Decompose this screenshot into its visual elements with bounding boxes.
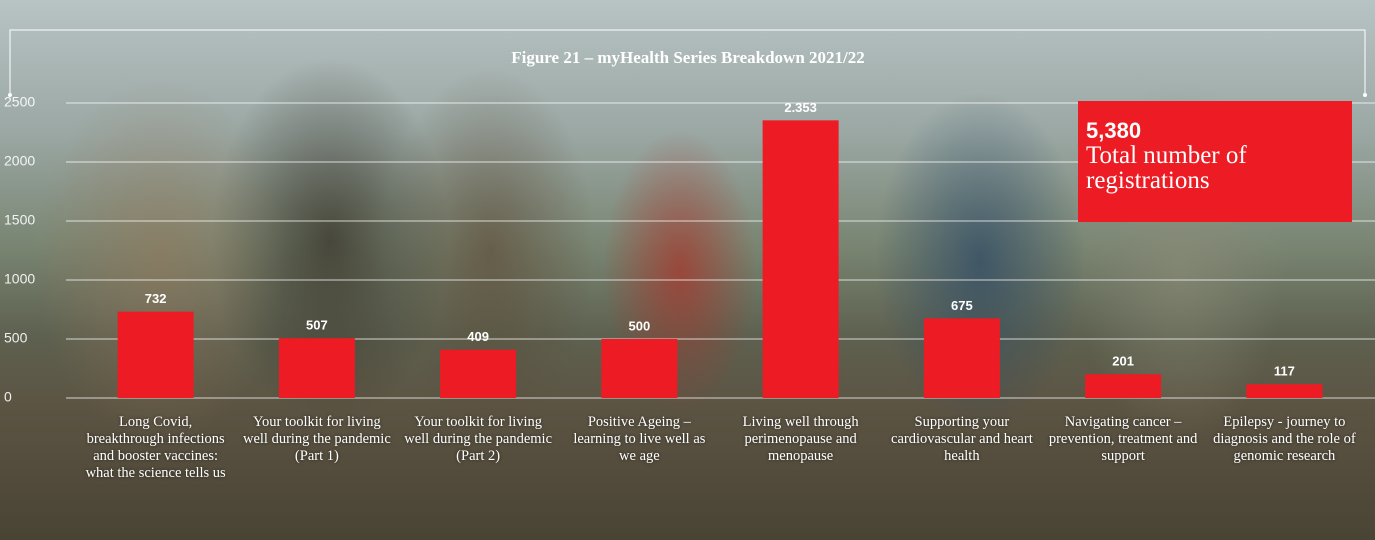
x-tick-label: Epilepsy - journey to diagnosis and the … [1213,414,1356,464]
bar [278,338,355,398]
value-label: 675 [951,298,973,313]
frame-dot [1363,93,1367,97]
value-label: 2.353 [784,100,817,115]
bar [440,349,517,398]
bar [601,339,678,398]
x-tick-label: Living well through perimenopause and me… [742,414,859,464]
value-label: 732 [145,291,167,306]
x-tick-label: Supporting your cardiovascular and heart… [891,414,1033,464]
x-tick-label: Navigating cancer – prevention, treatmen… [1048,414,1198,464]
chart-title: Figure 21 – myHealth Series Breakdown 20… [511,48,865,67]
x-tick-label: Long Covid, breakthrough infections and … [85,414,226,481]
bar [1085,374,1162,398]
annotation-value: 5,380 [1086,118,1142,143]
y-tick-label: 2000 [4,153,35,169]
bar [762,120,839,398]
y-tick-label: 1000 [4,271,35,287]
annotation-text: Total number of registrations [1086,142,1247,194]
title-frame [9,29,1366,95]
x-tick-label: Positive Ageing – learning to live well … [573,414,706,464]
y-tick-label: 2500 [4,94,35,110]
value-label: 201 [1112,354,1134,369]
x-tick-label: Your toolkit for living well during the … [404,414,553,464]
y-tick-label: 500 [4,330,28,346]
y-tick-label: 0 [4,389,12,405]
bar [1246,384,1323,398]
value-label: 409 [467,329,489,344]
bar [117,311,194,398]
x-tick-label: Your toolkit for living well during the … [242,414,391,464]
frame-dot [8,93,12,97]
value-label: 117 [1274,364,1295,379]
value-label: 507 [306,318,328,333]
annotation-box: 5,380 Total number of registrations [1078,101,1352,222]
y-tick-label: 1500 [4,212,35,228]
value-label: 500 [629,318,651,333]
bar [923,318,1000,398]
